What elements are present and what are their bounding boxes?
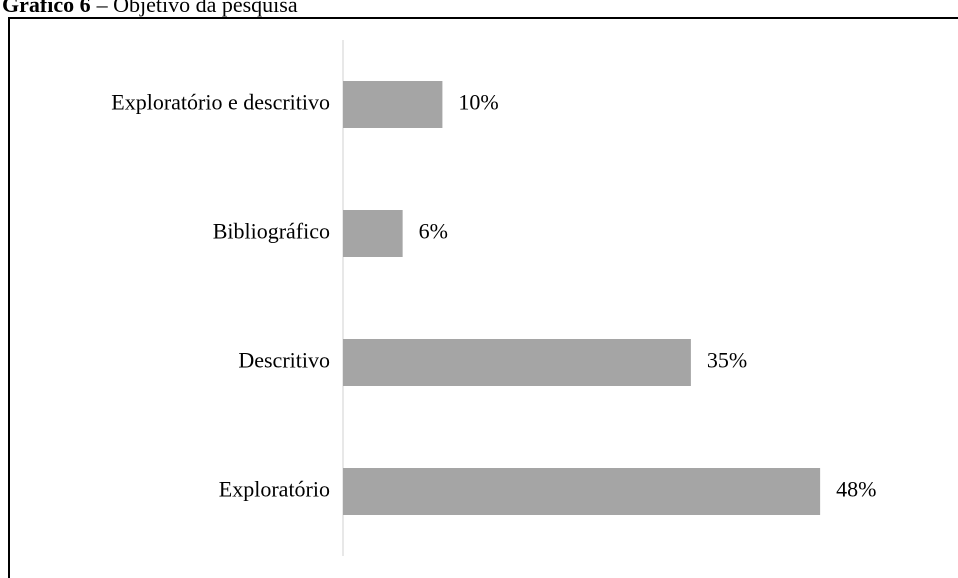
chart-title: Gráfico 6 – Objetivo da pesquisa (2, 0, 298, 17)
category-label: Bibliográfico (213, 219, 330, 244)
value-label: 10% (458, 90, 498, 115)
title-number: Gráfico 6 (2, 0, 91, 17)
bar (343, 81, 443, 128)
bar (343, 339, 691, 386)
bar (343, 210, 403, 257)
bar (343, 468, 821, 515)
category-label: Exploratório e descritivo (111, 90, 330, 115)
title-text: – Objetivo da pesquisa (96, 0, 298, 17)
category-label: Exploratório (219, 477, 330, 502)
value-label: 35% (707, 348, 747, 373)
category-label: Descritivo (238, 348, 330, 373)
value-label: 6% (419, 219, 448, 244)
value-label: 48% (836, 477, 876, 502)
